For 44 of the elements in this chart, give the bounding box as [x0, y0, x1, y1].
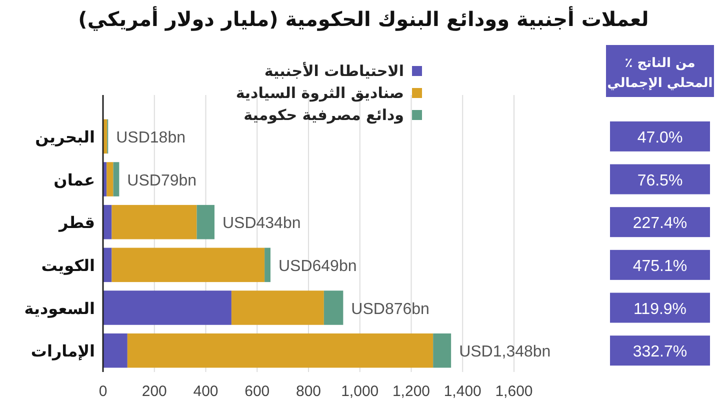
- bar: [103, 290, 232, 325]
- chart-title: لعملات أجنبية وودائع البنوك الحكومية (مليار دولار أمريكي): [78, 6, 649, 31]
- bar: [433, 333, 452, 368]
- total-label: USD876bn: [351, 300, 430, 318]
- total-label: USD79bn: [127, 172, 197, 190]
- y-tick-label: قطر: [58, 213, 95, 232]
- y-tick-label: عمان: [54, 170, 95, 190]
- x-tick-label: 800: [296, 383, 322, 400]
- legend-label: ودائع مصرفية حكومية: [244, 106, 404, 124]
- bar: [264, 248, 270, 282]
- x-tick-label: 600: [244, 383, 270, 400]
- legend-label: الاحتياطات الأجنبية: [264, 61, 404, 80]
- total-label: USD434bn: [222, 215, 301, 232]
- text: 119.9%: [633, 300, 687, 318]
- y-tick-label: السعودية: [24, 298, 95, 318]
- bar: [112, 248, 265, 282]
- text: 475.1%: [632, 258, 688, 275]
- bar: [196, 204, 214, 240]
- bar: [112, 204, 197, 240]
- x-tick-label: 200: [142, 383, 167, 400]
- text: 332.7%: [632, 344, 688, 361]
- x-tick-label: 1,200: [392, 383, 430, 400]
- y-tick-label: الكويت: [41, 256, 95, 275]
- x-tick-label: 1,400: [444, 383, 482, 400]
- bar: [113, 162, 120, 196]
- bar: [231, 290, 324, 325]
- x-tick-label: 1,600: [495, 383, 533, 400]
- total-label: USD18bn: [116, 129, 186, 146]
- text: 76.5%: [637, 172, 683, 190]
- legend-label: صناديق الثروة السيادية: [236, 84, 404, 102]
- total-label: USD649bn: [278, 258, 357, 275]
- x-tick-label: 1,000: [341, 383, 379, 400]
- total-label: USD1,348bn: [459, 344, 551, 361]
- y-tick-label: البحرين: [35, 127, 95, 146]
- text: ٪ من الناتج المحلي الإجمالي: [607, 56, 713, 91]
- bar: [103, 333, 128, 368]
- bar: [106, 162, 114, 196]
- x-tick-label: 0: [98, 383, 108, 400]
- y-tick-label: الإمارات: [30, 342, 95, 361]
- bar: [127, 333, 434, 368]
- text: 227.4%: [632, 215, 688, 232]
- text: 47.0%: [637, 129, 683, 146]
- x-tick-label: 400: [193, 383, 218, 400]
- bar: [324, 290, 344, 325]
